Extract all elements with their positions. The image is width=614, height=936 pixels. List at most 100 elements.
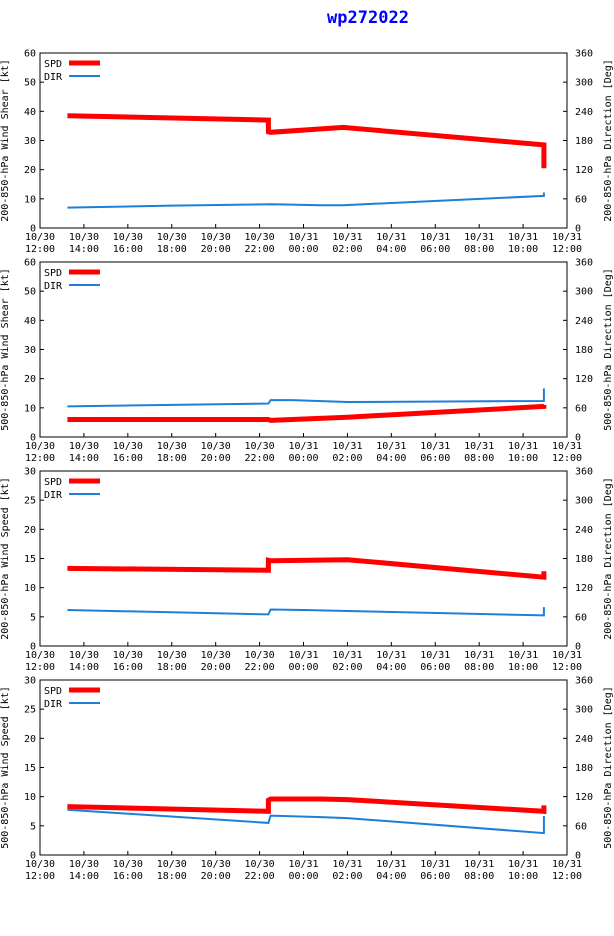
panel-2-y2tick-label: 360 (575, 258, 593, 269)
panel-2-xtick-label-date: 10/31 (332, 441, 362, 452)
page-title: wp272022 (327, 8, 409, 28)
panel-1-y2tick-label: 240 (575, 107, 593, 118)
panel-1-xtick-label-date: 10/31 (376, 232, 406, 243)
panel-2-ytick-label: 40 (24, 316, 36, 327)
panel-3-y2tick-label: 120 (575, 583, 593, 594)
panel-3-ytick-label: 15 (24, 554, 36, 565)
panel-3-ytick-label: 0 (30, 642, 36, 653)
panel-1-ytick-label: 0 (30, 224, 36, 235)
panel-3-xtick-label-time: 10:00 (508, 662, 538, 673)
panel-4-y2tick-label: 0 (575, 851, 581, 862)
panel-1-xtick-label-time: 10:00 (508, 244, 538, 255)
panel-4-xtick-label-time: 16:00 (113, 871, 143, 882)
panel-2-y2tick-label: 0 (575, 433, 581, 444)
panel-3-xtick-label-time: 04:00 (376, 662, 406, 673)
panel-2-series-dir-line (67, 388, 545, 408)
panel-3-xtick-label-time: 12:00 (25, 662, 55, 673)
panel-4-xtick-label-date: 10/31 (376, 859, 406, 870)
panel-1-xtick-label-time: 08:00 (464, 244, 494, 255)
panel-4-ytick-label: 25 (24, 705, 36, 716)
panel-1-xtick-label-date: 10/30 (201, 232, 231, 243)
panel-2-xtick-label-time: 20:00 (201, 453, 231, 464)
panel-1-xtick-label-date: 10/30 (69, 232, 99, 243)
panel-3-y2tick-label: 240 (575, 525, 593, 536)
panel-4-xtick-label-time: 18:00 (157, 871, 187, 882)
panel-4-y2tick-label: 300 (575, 705, 593, 716)
panel-2-ytick-label: 10 (24, 403, 36, 414)
panel-2-xtick-label-date: 10/30 (245, 441, 275, 452)
panel-2-ytick-label: 20 (24, 374, 36, 385)
panel-3-legend-label-spd: SPD (44, 477, 62, 488)
panel-3-xtick-label-time: 00:00 (288, 662, 318, 673)
panel-4-ytick-label: 20 (24, 734, 36, 745)
panel-2-xtick-label-date: 10/30 (69, 441, 99, 452)
panel-1-xtick-label-date: 10/31 (332, 232, 362, 243)
panel-2-xtick-label-time: 14:00 (69, 453, 99, 464)
panel-3-legend-label-dir: DIR (44, 490, 63, 501)
panel-2-xtick-label-time: 00:00 (288, 453, 318, 464)
panel-4-xtick-label-date: 10/31 (332, 859, 362, 870)
panel-2-ylabel-right: 500-850-hPa Direction [Deg] (603, 268, 614, 431)
panel-4-ylabel-left: 500-850-hPa Wind Speed [kt] (0, 686, 11, 849)
panel-4-xtick-label-time: 00:00 (288, 871, 318, 882)
panel-3-ytick-label: 25 (24, 496, 36, 507)
panel-4-xtick-label-time: 20:00 (201, 871, 231, 882)
panel-2-xtick-label-date: 10/31 (420, 441, 450, 452)
panel-2-xtick-label-time: 18:00 (157, 453, 187, 464)
panel-1-xtick-label-date: 10/30 (245, 232, 275, 243)
panel-4-y2tick-label: 240 (575, 734, 593, 745)
panel-2-y2tick-label: 240 (575, 316, 593, 327)
panel-3-xtick-label-time: 16:00 (113, 662, 143, 673)
panel-2-xtick-label-time: 16:00 (113, 453, 143, 464)
panel-2-y2tick-label: 180 (575, 345, 593, 356)
panel-3-ylabel-right: 200-850-hPa Direction [Deg] (603, 477, 614, 640)
panel-2-xtick-label-time: 06:00 (420, 453, 450, 464)
panel-4-ytick-label: 30 (24, 676, 36, 687)
panel-1-xtick-label-date: 10/31 (508, 232, 538, 243)
panel-1-ytick-label: 20 (24, 165, 36, 176)
panel-3-ytick-label: 5 (30, 612, 36, 623)
panel-2-xtick-label-date: 10/31 (376, 441, 406, 452)
panel-3-xtick-label-time: 22:00 (245, 662, 275, 673)
panel-4-ytick-label: 0 (30, 851, 36, 862)
panel-2-xtick-label-date: 10/31 (552, 441, 582, 452)
panel-3-xtick-label-time: 08:00 (464, 662, 494, 673)
panel-3-xtick-label-date: 10/31 (420, 650, 450, 661)
panel-2-xtick-label-time: 12:00 (25, 453, 55, 464)
panel-4-y2tick-label: 60 (575, 821, 587, 832)
panel-2-xtick-label-time: 22:00 (245, 453, 275, 464)
panel-3-y2tick-label: 0 (575, 642, 581, 653)
panel-3-xtick-label-time: 12:00 (552, 662, 582, 673)
panel-1-xtick-label-date: 10/30 (157, 232, 187, 243)
panel-2-y2tick-label: 60 (575, 403, 587, 414)
panel-2-ytick-label: 50 (24, 287, 36, 298)
panel-1-y2tick-label: 300 (575, 78, 593, 89)
panel-1-xtick-label-time: 20:00 (201, 244, 231, 255)
panel-2-legend-label-spd: SPD (44, 268, 62, 279)
panel-1-ytick-label: 30 (24, 136, 36, 147)
panel-3-ytick-label: 30 (24, 467, 36, 478)
panel-1-y2tick-label: 60 (575, 194, 587, 205)
panel-4-xtick-label-date: 10/30 (113, 859, 143, 870)
panel-3-xtick-label-date: 10/30 (113, 650, 143, 661)
panel-3-xtick-label-date: 10/31 (376, 650, 406, 661)
panel-4-xtick-label-date: 10/31 (552, 859, 582, 870)
panel-1-xtick-label-date: 10/31 (552, 232, 582, 243)
panel-2-ytick-label: 60 (24, 258, 36, 269)
panel-2-legend-label-dir: DIR (44, 281, 63, 292)
panel-3-xtick-label-date: 10/31 (552, 650, 582, 661)
panel-3-xtick-label-date: 10/30 (25, 650, 55, 661)
panel-2-xtick-label-date: 10/30 (25, 441, 55, 452)
panel-1-ytick-label: 60 (24, 49, 36, 60)
panel-4-legend-label-spd: SPD (44, 686, 62, 697)
panel-2-y2tick-label: 300 (575, 287, 593, 298)
panel-3-y2tick-label: 300 (575, 496, 593, 507)
panel-4-xtick-label-time: 14:00 (69, 871, 99, 882)
panel-3-xtick-label-date: 10/31 (464, 650, 494, 661)
panel-3-xtick-label-time: 14:00 (69, 662, 99, 673)
panel-1-xtick-label-time: 06:00 (420, 244, 450, 255)
panel-1-xtick-label-time: 04:00 (376, 244, 406, 255)
panel-4-ytick-label: 15 (24, 763, 36, 774)
panel-4-series-spd-line (67, 796, 547, 814)
